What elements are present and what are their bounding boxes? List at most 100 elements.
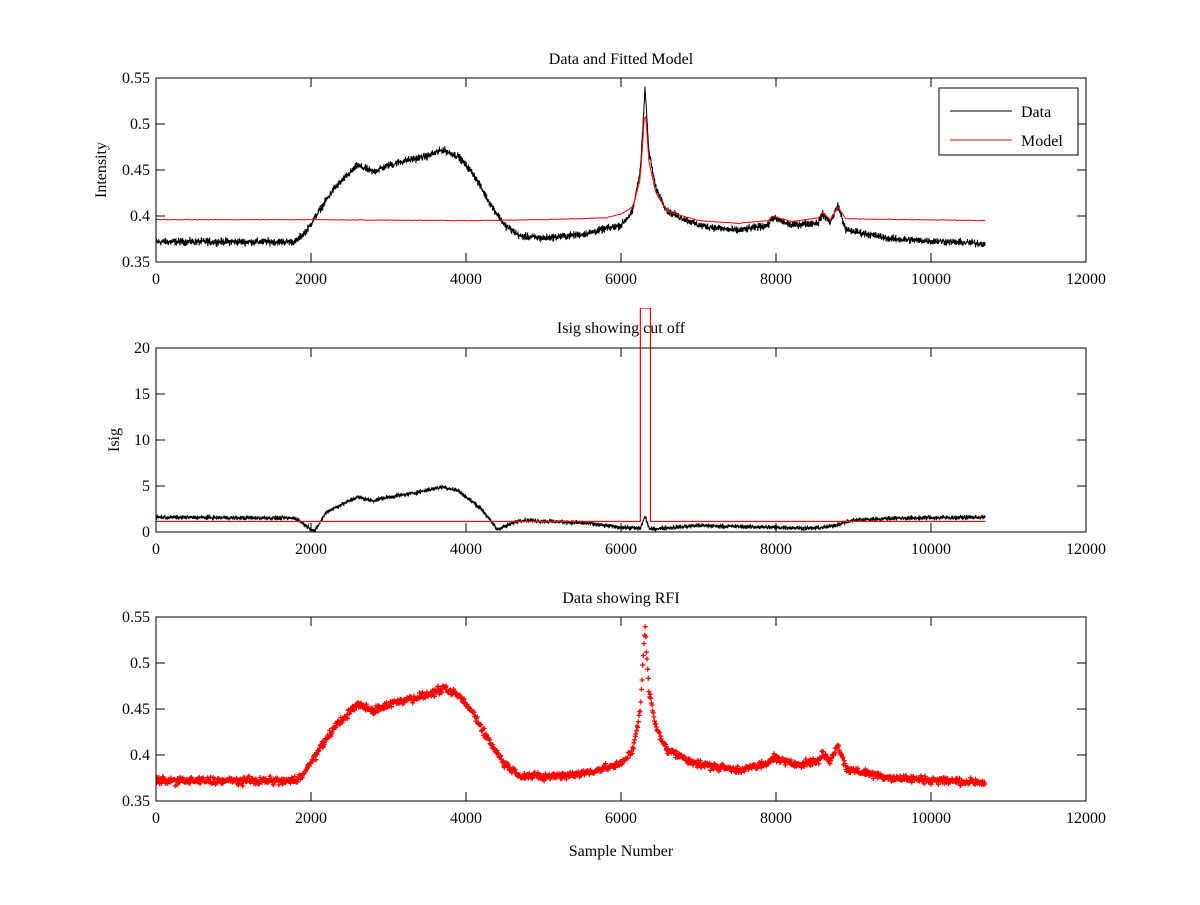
x-tick-label: 4000 [450, 810, 482, 827]
rfi-marker [771, 751, 777, 757]
rfi-marker [471, 709, 477, 715]
rfi-marker [240, 783, 246, 789]
x-tick-label: 2000 [295, 271, 327, 288]
rfi-marker [816, 761, 822, 767]
axes-title: Isig showing cut off [557, 320, 686, 337]
y-tick-label: 0.35 [122, 793, 150, 810]
x-tick-label: 2000 [295, 810, 327, 827]
y-tick-label: 0.55 [122, 609, 150, 626]
x-tick-label: 12000 [1066, 271, 1106, 288]
rfi-marker [651, 714, 657, 720]
x-tick-label: 12000 [1066, 541, 1106, 558]
x-tick-label: 0 [152, 810, 160, 827]
y-axis-label: Isig [106, 428, 123, 452]
rfi-marker [643, 634, 649, 640]
x-tick-label: 6000 [605, 271, 637, 288]
rfi-marker [246, 773, 252, 779]
rfi-marker [647, 691, 653, 697]
rfi-marker [420, 689, 426, 695]
rfi-marker [697, 758, 703, 764]
rfi-marker [346, 711, 352, 717]
legend: Data Model [938, 87, 1079, 156]
rfi-marker [578, 773, 584, 779]
rfi-marker [483, 731, 489, 737]
series-cut-off-line [156, 308, 986, 523]
y-tick-label: 0.5 [130, 655, 150, 672]
rfi-marker [820, 749, 826, 755]
rfi-marker [322, 741, 328, 747]
rfi-marker [735, 763, 741, 769]
rfi-marker [650, 710, 656, 716]
x-tick-label: 0 [152, 541, 160, 558]
rfi-marker [642, 624, 648, 630]
legend-box [938, 87, 1079, 156]
x-tick-label: 8000 [760, 810, 792, 827]
y-axis-label: Intensity [93, 142, 110, 198]
rfi-marker [247, 779, 253, 785]
rfi-marker [639, 677, 645, 683]
rfi-marker [632, 737, 638, 743]
rfi-marker [345, 716, 351, 721]
y-tick-label: 20 [134, 340, 150, 357]
y-tick-label: 15 [134, 386, 150, 403]
rfi-marker [481, 725, 487, 731]
x-tick-label: 6000 [605, 541, 637, 558]
rfi-marker [288, 780, 293, 786]
rfi-marker [461, 696, 467, 702]
rfi-marker [521, 771, 527, 776]
x-tick-label: 8000 [760, 271, 792, 288]
axes-data-and-fitted-model: Data and Fitted Model Intensity 0 2000 400… [93, 51, 1106, 288]
rfi-marker [639, 687, 644, 692]
rfi-marker [563, 776, 569, 782]
rfi-marker [836, 743, 842, 749]
rfi-marker [292, 774, 298, 779]
series-line-data [156, 86, 986, 248]
rfi-marker [656, 730, 662, 736]
x-tick-label: 4000 [450, 541, 482, 558]
rfi-marker [957, 775, 962, 781]
rfi-marker [870, 775, 876, 781]
rfi-marker [640, 653, 646, 658]
y-tick-label: 10 [134, 432, 150, 449]
y-tick-label: 0.55 [122, 70, 150, 87]
rfi-marker [653, 724, 659, 730]
rfi-marker [635, 724, 641, 730]
x-tick-label: 10000 [911, 271, 951, 288]
rfi-marker [643, 649, 649, 655]
rfi-marker [663, 741, 669, 747]
rfi-marker [303, 767, 309, 773]
legend-label-data: Data [1021, 104, 1051, 121]
y-tick-label: 5 [142, 478, 150, 495]
y-tick-label: 0.5 [130, 116, 150, 133]
axes-title: Data showing RFI [562, 590, 679, 607]
rfi-marker [824, 753, 830, 759]
rfi-marker [644, 656, 650, 662]
rfi-marker [646, 689, 652, 695]
rfi-marker [241, 774, 247, 780]
rfi-marker [827, 761, 833, 767]
axes-box [155, 616, 1087, 802]
rfi-marker [641, 641, 647, 647]
y-tick-label: 0 [142, 524, 150, 541]
rfi-marker [982, 781, 988, 787]
rfi-marker [973, 776, 979, 782]
x-tick-label: 6000 [605, 810, 637, 827]
plot-area [156, 86, 986, 248]
rfi-marker [474, 714, 480, 720]
series-line-model [156, 115, 986, 225]
axes-title: Data and Fitted Model [549, 51, 694, 68]
series-line-isig [156, 484, 986, 532]
rfi-marker [640, 662, 646, 668]
plot-area [156, 308, 986, 532]
rfi-marker [612, 765, 618, 770]
rfi-marker [236, 782, 241, 788]
rfi-marker [328, 733, 334, 739]
rfi-marker [637, 708, 643, 714]
rfi-marker [782, 762, 788, 768]
rfi-marker [645, 666, 651, 672]
rfi-marker [389, 704, 395, 710]
y-tick-label: 0.45 [122, 162, 150, 179]
x-tick-label: 4000 [450, 271, 482, 288]
rfi-marker [810, 762, 816, 767]
